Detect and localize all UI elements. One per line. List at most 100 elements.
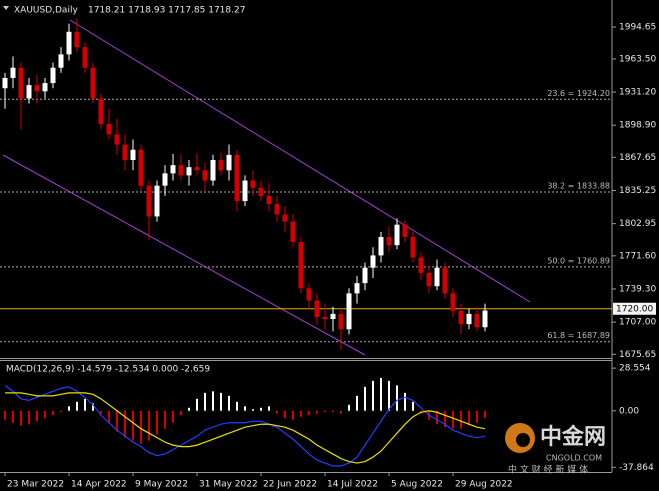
symbol-title: XAUUSD,Daily (14, 6, 78, 16)
candle-body (378, 236, 384, 256)
candle-body (482, 310, 488, 328)
candle-body (426, 272, 432, 287)
candle-body (138, 149, 144, 186)
candle-body (386, 236, 392, 246)
candle-body (106, 124, 112, 135)
candle-body (66, 31, 72, 55)
macd-histogram-bar (412, 401, 414, 411)
macd-histogram-bar (60, 410, 62, 413)
macd-histogram-bar (340, 410, 342, 414)
candle-body (186, 167, 192, 176)
macd-histogram-bar (452, 410, 454, 429)
channel-line (69, 19, 531, 303)
candle-body (194, 167, 200, 171)
candle-body (226, 154, 232, 171)
x-tick-label: 23 Mar 2022 (7, 480, 64, 490)
candle-body (306, 288, 312, 301)
x-tick-label: 14 Apr 2022 (71, 480, 127, 490)
macd-histogram-bar (444, 410, 446, 428)
logo-icon (516, 433, 530, 447)
macd-histogram-bar (12, 410, 14, 423)
menu-arrow (3, 6, 9, 10)
current-price-box (613, 302, 656, 315)
x-tick-label: 22 Jun 2022 (263, 480, 317, 490)
macd-histogram-bar (324, 410, 326, 413)
macd-histogram-bar (388, 380, 390, 411)
candle-body (170, 165, 176, 174)
macd-histogram-bar (100, 410, 102, 414)
candle-body (314, 300, 320, 317)
y-tick-label: 1994.65 (619, 23, 656, 33)
candle-body (298, 242, 304, 289)
macd-histogram-bar (172, 410, 174, 423)
candle-body (154, 185, 160, 217)
macd-histogram-bar (180, 410, 182, 416)
candle-body (370, 255, 376, 268)
fib-label: 23.6 = 1924.20 (547, 89, 610, 98)
candle-body (146, 185, 152, 217)
candle-body (242, 180, 248, 202)
macd-histogram-bar (108, 410, 110, 423)
macd-histogram-bar (380, 377, 382, 411)
candle-body (338, 313, 344, 330)
macd-histogram-bar (228, 395, 230, 411)
candle-body (34, 85, 40, 92)
y-tick-label: 1675.65 (619, 350, 656, 360)
macd-histogram-bar (140, 410, 142, 444)
macd-histogram-bar (44, 410, 46, 419)
macd-title: MACD(12,26,9) -14.579 -12.534 0.000 -2.6… (6, 365, 210, 375)
candle-body (354, 283, 360, 294)
macd-histogram-bar (300, 410, 302, 417)
macd-histogram-bar (188, 407, 190, 411)
macd-histogram-bar (348, 404, 350, 411)
macd-histogram-bar (364, 386, 366, 411)
logo-name: 中金网 (540, 424, 606, 450)
candle-body (162, 173, 168, 186)
candle-body (346, 293, 352, 330)
macd-histogram-bar (396, 385, 398, 411)
candle-body (290, 221, 296, 243)
y-tick-label: 1867.65 (619, 153, 656, 163)
macd-histogram-bar (404, 392, 406, 411)
candle-body (114, 134, 120, 145)
macd-histogram-bar (204, 392, 206, 411)
candle-body (202, 170, 208, 181)
candle-body (10, 67, 16, 78)
macd-histogram-bar (164, 410, 166, 429)
macd-histogram-bar (484, 410, 486, 419)
macd-histogram-bar (124, 410, 126, 438)
candle-body (330, 313, 336, 320)
logo-tagline: 中 文 财 经 新 媒 体 (508, 464, 588, 476)
candle-body (474, 313, 480, 328)
current-price-label: 1720.00 (616, 304, 653, 314)
macd-histogram-bar (436, 410, 438, 425)
macd-histogram-bar (236, 401, 238, 411)
candle-body (234, 154, 240, 202)
macd-histogram-bar (212, 391, 214, 411)
candle-body (266, 195, 272, 205)
logo: 中金网 CNGOLD.COM 中 文 财 经 新 媒 体 (505, 423, 606, 476)
macd-histogram-bar (92, 403, 94, 411)
candle-body (90, 67, 96, 99)
macd-histogram-bar (156, 410, 158, 435)
fib-label: 38.2 = 1833.88 (547, 181, 610, 190)
macd-histogram-bar (468, 410, 470, 426)
macd-histogram-bar (220, 392, 222, 411)
candle-body (18, 67, 24, 99)
macd-histogram-bar (460, 410, 462, 429)
candle-body (274, 204, 280, 215)
y-tick-label: 0.00 (619, 406, 639, 416)
candle-body (130, 149, 136, 161)
macd-histogram-bar (116, 410, 118, 432)
candle-body (458, 310, 464, 325)
macd-histogram-bar (68, 406, 70, 411)
x-tick-label: 31 May 2022 (199, 480, 258, 490)
candle-body (82, 47, 88, 68)
y-tick-label: 1802.95 (619, 219, 656, 229)
candle-body (122, 144, 128, 161)
y-tick-label: 1707.00 (619, 318, 656, 328)
y-tick-label: 1739.30 (619, 284, 656, 294)
macd-histogram-bar (476, 410, 478, 423)
y-tick-label: 1963.50 (619, 54, 656, 64)
